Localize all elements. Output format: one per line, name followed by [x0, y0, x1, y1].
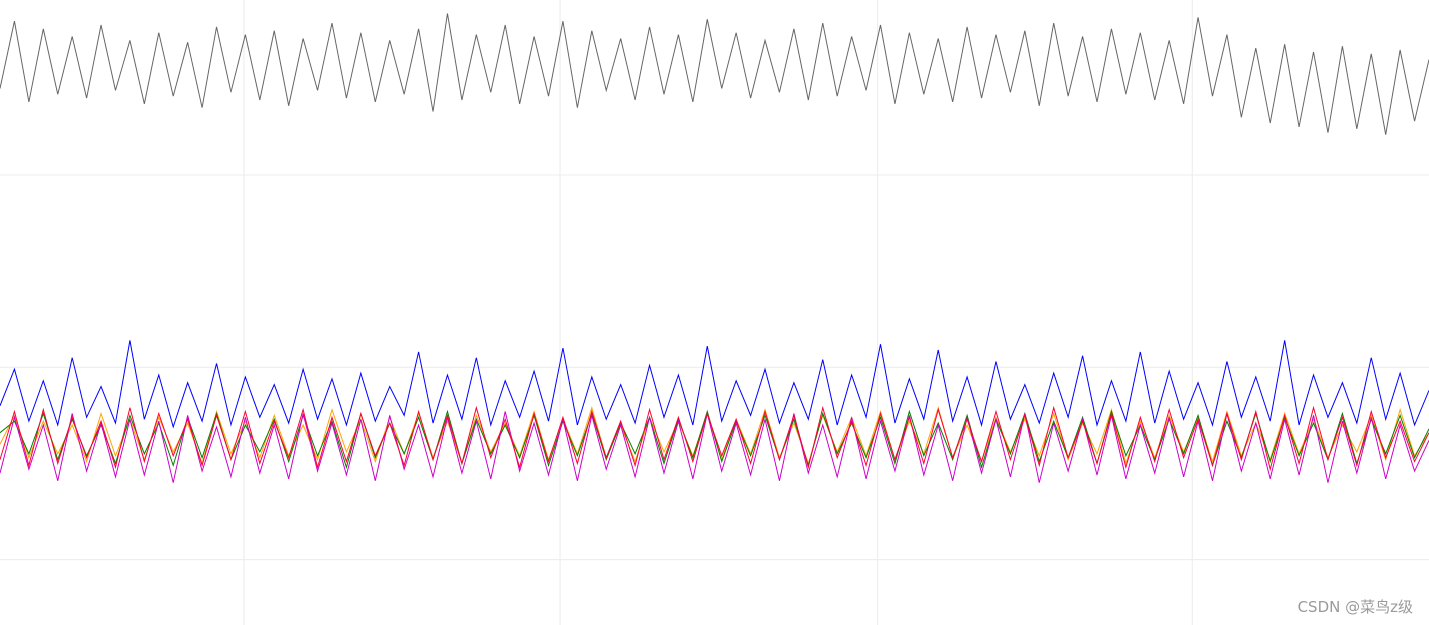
watermark: CSDN @菜鸟z级: [1298, 598, 1413, 616]
series-line: [0, 409, 1429, 470]
series-line: [0, 405, 1429, 472]
series-line: [0, 340, 1429, 429]
series-line: [0, 13, 1429, 135]
series-line: [0, 411, 1429, 483]
